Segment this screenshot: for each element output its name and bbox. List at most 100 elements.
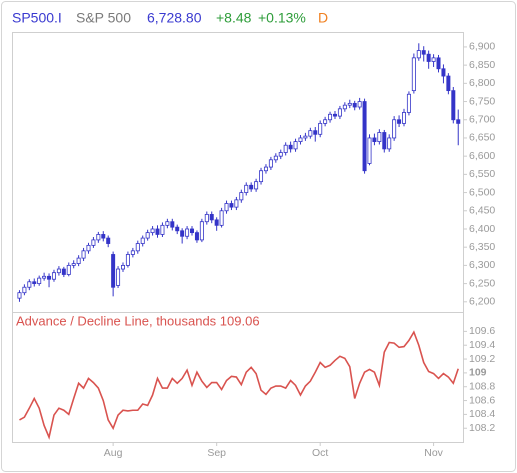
candle-body: [313, 130, 318, 135]
index-name: S&P 500: [76, 10, 131, 26]
y-tick-label: 6,550: [469, 168, 495, 180]
candle-body: [278, 152, 283, 157]
candle-body: [406, 93, 411, 113]
symbol: SP500.I: [12, 10, 62, 26]
candle-body: [160, 224, 165, 235]
y-tick-label: 109.2: [469, 353, 495, 365]
candle-body: [263, 166, 268, 172]
candle-body: [214, 219, 219, 226]
candle-body: [318, 122, 323, 135]
candle-body: [145, 232, 150, 239]
y-tick-label: 108.8: [469, 381, 495, 393]
candle-body: [204, 214, 209, 223]
candle-body: [209, 214, 214, 221]
y-tick-label: 6,200: [469, 296, 495, 308]
candle-body: [259, 170, 264, 183]
candle-body: [382, 132, 387, 150]
candle-body: [106, 237, 111, 244]
candle-body: [61, 268, 66, 275]
candle-body: [155, 228, 160, 235]
period: D: [318, 10, 328, 26]
candle-body: [347, 102, 352, 106]
ad-line: [19, 330, 459, 440]
candle-body: [37, 277, 42, 284]
x-tick-label: Oct: [312, 447, 328, 459]
candle-body: [441, 68, 446, 77]
candle-body: [268, 159, 273, 168]
candle-body: [56, 268, 61, 274]
candle-body: [254, 181, 259, 190]
x-tick-label: Nov: [424, 447, 443, 459]
candle-body: [411, 57, 416, 92]
candle-body: [293, 141, 298, 150]
candle-body: [125, 254, 130, 266]
candle-body: [229, 203, 234, 208]
y-tick-label: 6,850: [469, 59, 495, 71]
y-tick-label: 6,800: [469, 77, 495, 89]
y-tick-label: 6,600: [469, 150, 495, 162]
candle-body: [224, 203, 229, 212]
candle-body: [273, 155, 278, 161]
line-title: Advance / Decline Line, thousands 109.06: [16, 313, 260, 328]
candle-body: [446, 75, 451, 92]
candle-body: [372, 137, 377, 142]
candle-body: [66, 264, 71, 275]
candle-body: [91, 239, 96, 246]
candle-body: [180, 230, 185, 237]
y-tick-label: 6,900: [469, 41, 495, 53]
y-tick-label: 6,650: [469, 132, 495, 144]
candle-body: [32, 281, 37, 284]
candle-body: [332, 113, 337, 117]
candle-body: [219, 210, 224, 226]
candle-body: [120, 264, 125, 270]
candle-body: [140, 237, 145, 244]
y-tick-label: 108.4: [469, 408, 495, 420]
candle-body: [303, 135, 308, 139]
y-tick-label: 108.2: [469, 422, 495, 434]
last-price: 6,728.80: [147, 10, 202, 26]
candle-body: [86, 244, 91, 252]
candle-body: [426, 53, 431, 62]
candle-body: [402, 112, 407, 124]
candle-body: [135, 243, 140, 252]
candle-body: [150, 228, 155, 234]
candle-body: [342, 104, 347, 110]
candle-body: [47, 275, 52, 280]
y-tick-label: 6,700: [469, 114, 495, 126]
candle-body: [194, 232, 199, 241]
candle-body: [175, 226, 180, 232]
candle-body: [436, 57, 441, 70]
candle-body: [51, 272, 56, 280]
candle-body: [431, 57, 436, 62]
candle-body: [76, 257, 81, 264]
candle-body: [244, 184, 249, 193]
y-tick-label: 6,300: [469, 259, 495, 271]
candle-body: [377, 132, 382, 142]
y-tick-label: 6,500: [469, 186, 495, 198]
y-tick-label: 109.6: [469, 325, 495, 337]
candle-body: [96, 234, 101, 241]
candle-body: [101, 234, 106, 239]
y-tick-label: 6,350: [469, 241, 495, 253]
candle-body: [111, 254, 116, 288]
candle-body: [323, 119, 328, 124]
y-tick-label: 108.6: [469, 394, 495, 406]
candle-body: [416, 50, 421, 59]
y-tick-label: 109: [469, 367, 487, 379]
y-tick-label: 6,250: [469, 277, 495, 289]
candle-body: [239, 192, 244, 201]
candle-body: [337, 108, 342, 117]
breadth-panel: [12, 312, 464, 443]
candle-body: [17, 292, 22, 299]
candle-body: [283, 144, 288, 153]
candle-body: [387, 137, 392, 150]
candle-body: [190, 228, 195, 234]
candle-body: [130, 250, 135, 255]
change: +8.48: [216, 10, 252, 26]
candle-body: [288, 144, 293, 150]
x-tick-label: Sep: [207, 447, 226, 459]
candle-body: [116, 268, 121, 286]
candle-body: [27, 281, 32, 288]
candle-body: [71, 263, 76, 266]
